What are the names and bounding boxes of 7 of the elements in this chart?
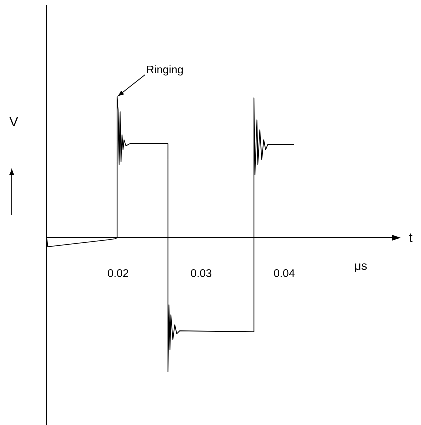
annotation: Ringing — [147, 66, 184, 76]
x-tick-label: 0.03 — [191, 270, 212, 278]
annotation: μs — [355, 264, 367, 272]
y-axis-title: V — [10, 118, 18, 126]
x-axis-title: t — [409, 234, 413, 242]
x-tick-label: 0.02 — [108, 270, 128, 278]
x-tick-label: 0.04 — [274, 270, 295, 278]
